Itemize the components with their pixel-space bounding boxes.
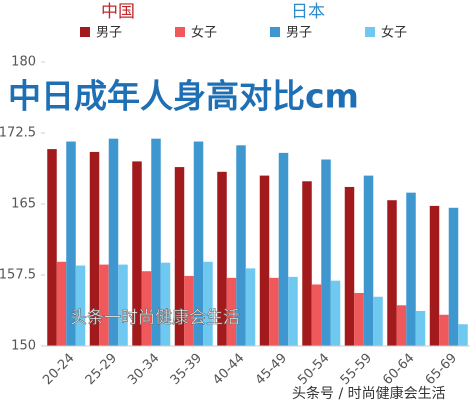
y-tick-label: 165 xyxy=(11,197,36,212)
x-tick-label: 60-64 xyxy=(380,351,417,388)
bar xyxy=(458,324,468,346)
watermark: 头条号 / 时尚健康会生活 xyxy=(292,385,446,402)
bar xyxy=(99,264,109,346)
bar xyxy=(448,207,459,346)
y-tick-label: 157.5 xyxy=(0,268,36,283)
bar xyxy=(108,138,119,346)
y-tick-label: 172.5 xyxy=(0,126,36,141)
bar xyxy=(278,152,289,346)
legend-swatch xyxy=(270,27,280,37)
bar xyxy=(56,261,67,346)
legend-label: 男子 xyxy=(286,26,312,41)
legend-label: 男子 xyxy=(96,26,122,41)
bar xyxy=(396,305,407,346)
bar xyxy=(269,277,279,346)
legend-group: 日本 xyxy=(291,2,325,22)
bar xyxy=(344,186,355,346)
x-tick-label: 45-49 xyxy=(253,351,290,388)
legend-swatch xyxy=(365,27,375,37)
bar xyxy=(245,268,256,346)
bar xyxy=(151,138,161,346)
x-tick-label: 30-34 xyxy=(125,351,162,388)
bar xyxy=(226,277,237,346)
bar xyxy=(429,205,440,346)
legend-group: 中国 xyxy=(101,2,135,22)
bar xyxy=(406,192,416,346)
watermark: 头条一时尚健康会生活 xyxy=(70,308,240,328)
y-tick-label: 150 xyxy=(11,339,36,354)
bar xyxy=(363,175,374,346)
bar xyxy=(330,280,341,346)
x-tick-label: 55-59 xyxy=(338,351,375,388)
bar xyxy=(66,141,76,346)
bar xyxy=(387,200,397,346)
bar xyxy=(354,292,364,346)
bar xyxy=(75,265,86,346)
bar xyxy=(141,271,152,346)
y-tick-label: 180 xyxy=(11,55,36,70)
bar xyxy=(160,262,171,346)
x-tick-label: 40-44 xyxy=(210,351,247,388)
bar xyxy=(174,167,185,346)
legend-label: 女子 xyxy=(191,25,217,41)
bar xyxy=(217,171,227,346)
bar xyxy=(415,310,426,346)
x-tick-label: 25-29 xyxy=(83,351,120,388)
bar xyxy=(132,161,142,346)
chart-title: 中日成年人身高对比cm xyxy=(8,77,359,116)
bar xyxy=(311,284,322,346)
legend-label: 女子 xyxy=(381,25,407,41)
bar xyxy=(193,141,204,346)
bar xyxy=(439,314,449,346)
bar xyxy=(321,159,331,346)
bar xyxy=(89,151,100,346)
x-tick-label: 50-54 xyxy=(295,351,332,388)
bar xyxy=(302,181,312,346)
bar xyxy=(288,276,298,346)
bar xyxy=(118,264,128,346)
x-tick-label: 35-39 xyxy=(168,351,205,388)
x-tick-label: 20-24 xyxy=(40,351,77,388)
bar xyxy=(47,149,57,346)
bar xyxy=(259,175,270,346)
bar xyxy=(236,145,246,346)
x-tick-label: 65-69 xyxy=(423,351,460,388)
legend-swatch xyxy=(80,27,90,37)
bar xyxy=(203,261,213,346)
legend-swatch xyxy=(175,27,185,37)
bar xyxy=(373,296,383,346)
bar xyxy=(184,275,194,346)
